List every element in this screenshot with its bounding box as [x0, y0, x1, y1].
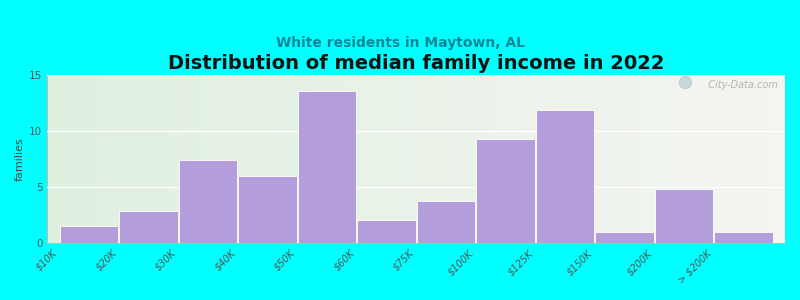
- Bar: [119, 212, 178, 243]
- Text: City-Data.com: City-Data.com: [702, 80, 778, 90]
- Bar: [714, 232, 773, 243]
- Bar: [298, 92, 356, 243]
- Bar: [476, 139, 534, 243]
- Text: White residents in Maytown, AL: White residents in Maytown, AL: [275, 36, 525, 50]
- Bar: [536, 110, 594, 243]
- Bar: [238, 176, 297, 243]
- Bar: [654, 189, 713, 243]
- Bar: [60, 226, 118, 243]
- Bar: [358, 220, 415, 243]
- Title: Distribution of median family income in 2022: Distribution of median family income in …: [168, 54, 664, 73]
- Y-axis label: families: families: [15, 137, 25, 181]
- Bar: [417, 201, 475, 243]
- Bar: [595, 232, 654, 243]
- Bar: [178, 160, 237, 243]
